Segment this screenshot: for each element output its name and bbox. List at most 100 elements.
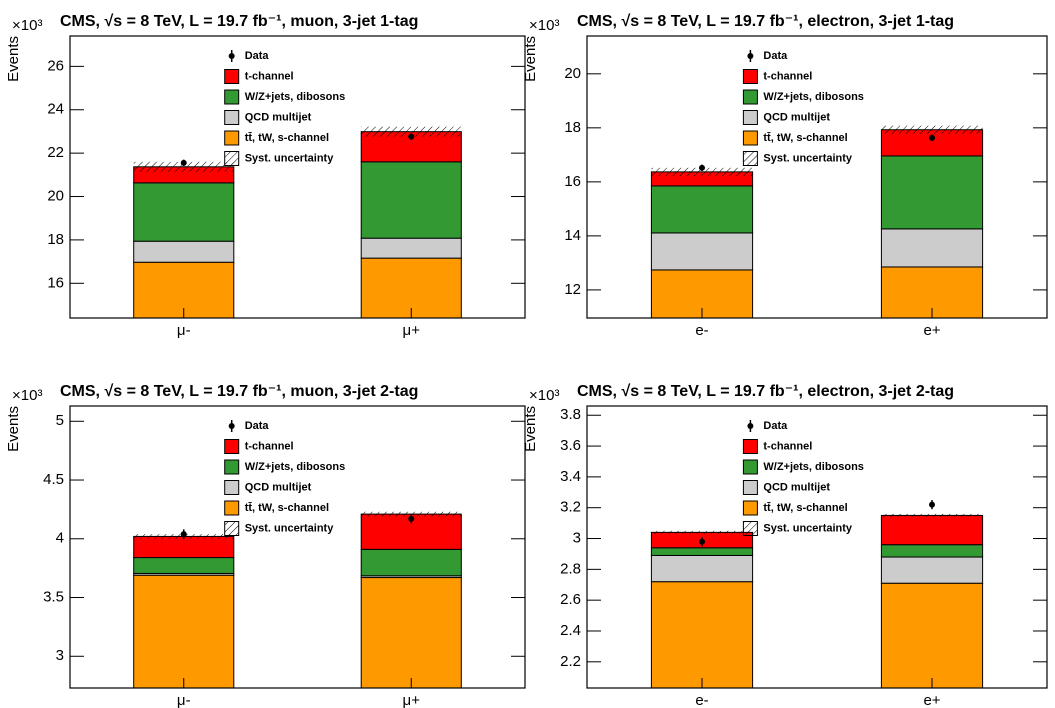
data-point: [699, 538, 705, 545]
bar-segment: [133, 574, 235, 688]
bar-segment: [880, 514, 984, 546]
chart-title: CMS, √s = 8 TeV, L = 19.7 fb⁻¹, muon, 3-…: [60, 383, 418, 400]
legend-swatch: [742, 459, 758, 475]
y-tick-label: 26: [47, 57, 64, 74]
legend-label: Data: [245, 420, 270, 432]
legend-swatch: [224, 89, 240, 105]
legend-swatch: [742, 500, 758, 516]
y-tick-label: 12: [564, 281, 581, 298]
syst-band: [361, 126, 462, 137]
legend-swatch: [224, 439, 240, 454]
bar-segment: [360, 237, 462, 259]
bar-segment: [880, 544, 984, 558]
bar-segment: [650, 232, 754, 271]
data-point: [929, 501, 935, 508]
syst-band: [651, 167, 753, 176]
legend-marker: [228, 53, 235, 59]
frame: [586, 35, 1048, 319]
bar-segment: [650, 547, 754, 556]
legend-label: t-channel: [763, 440, 812, 452]
bar-segment: [880, 228, 984, 268]
y-tick-label: 5: [56, 412, 64, 429]
frame: [586, 405, 1048, 689]
data-point: [929, 134, 935, 141]
legend-label: t-channel: [245, 440, 294, 452]
y-tick-label: 2.8: [560, 560, 581, 577]
legend-label: QCD multijet: [763, 481, 830, 493]
legend-swatch: [742, 151, 758, 166]
plot-area: [133, 126, 462, 318]
plot-area: [650, 500, 984, 688]
data-point: [699, 164, 705, 171]
y-tick-label: 3.8: [560, 406, 581, 423]
x-tick-label: e-: [695, 322, 708, 339]
plot-area: [133, 511, 462, 688]
legend-label: Syst. uncertainty: [245, 522, 335, 534]
legend-swatch: [224, 480, 240, 495]
y-tick-label: 18: [564, 119, 581, 136]
syst-band: [651, 530, 753, 534]
legend-swatch: [224, 459, 240, 475]
bar-segment: [650, 581, 754, 688]
legend-label: tt̄, tW, s-channel: [763, 502, 847, 514]
bar-segment: [360, 577, 462, 688]
legend-label: tt̄, tW, s-channel: [763, 132, 847, 144]
y-tick-label: 2.6: [560, 591, 581, 608]
x-tick-label: e+: [923, 322, 940, 339]
legend-label: Data: [763, 420, 788, 432]
legend-label: Syst. uncertainty: [245, 152, 335, 164]
bar-segment: [360, 513, 462, 550]
legend-marker: [747, 53, 754, 59]
y-tick-label: 3: [573, 529, 581, 546]
bar-segment: [360, 548, 462, 577]
y-tick-label: 22: [47, 144, 64, 161]
bar-segment: [133, 182, 235, 242]
bar-segment: [880, 155, 984, 230]
y-axis-label: Events: [522, 406, 539, 452]
frame: [69, 405, 526, 689]
chart-title: CMS, √s = 8 TeV, L = 19.7 fb⁻¹, muon, 3-…: [60, 13, 418, 30]
legend-label: Data: [763, 50, 788, 62]
legend-label: W/Z+jets, dibosons: [245, 91, 346, 103]
syst-band: [881, 513, 983, 517]
y-tick-label: 18: [47, 231, 64, 248]
panel: ×10³ CMS, √s = 8 TeV, L = 19.7 fb⁻¹, muon…: [5, 13, 526, 339]
plot-area: [650, 125, 984, 318]
y-axis-label: Events: [5, 406, 22, 452]
data-point: [408, 133, 415, 140]
legend-label: tt̄, tW, s-channel: [245, 132, 329, 144]
legend-swatch: [224, 521, 240, 536]
x-tick-label: e+: [923, 692, 940, 708]
y-multiplier: ×10³: [529, 17, 559, 34]
x-tick-label: μ-: [177, 692, 191, 708]
legend-label: QCD multijet: [245, 111, 312, 123]
y-tick-label: 3: [56, 647, 64, 664]
bar-segment: [880, 582, 984, 688]
y-multiplier: ×10³: [12, 387, 42, 404]
y-tick-label: 24: [47, 101, 64, 118]
y-tick-label: 20: [564, 65, 581, 82]
y-tick-label: 2.2: [560, 653, 581, 670]
legend-swatch: [742, 69, 758, 84]
legend-label: Data: [245, 50, 270, 62]
y-tick-label: 3.6: [560, 437, 581, 454]
legend-swatch: [742, 480, 758, 495]
syst-band: [133, 161, 234, 172]
legend-label: QCD multijet: [763, 111, 830, 123]
legend-swatch: [224, 110, 240, 125]
legend-label: tt̄, tW, s-channel: [245, 502, 329, 514]
x-tick-label: μ+: [403, 692, 421, 708]
legend-label: W/Z+jets, dibosons: [245, 461, 346, 473]
bar-segment: [650, 185, 754, 234]
legend-swatch: [742, 89, 758, 105]
data-point: [180, 159, 187, 166]
legend-marker: [747, 423, 754, 429]
panel: ×10³ CMS, √s = 8 TeV, L = 19.7 fb⁻¹, muon…: [5, 383, 526, 708]
y-tick-label: 4: [56, 530, 64, 547]
frame: [69, 35, 526, 319]
x-tick-label: μ+: [403, 322, 421, 339]
y-tick-label: 16: [564, 173, 581, 190]
legend-label: W/Z+jets, dibosons: [763, 91, 864, 103]
y-tick-label: 3.2: [560, 499, 581, 516]
bar-segment: [133, 535, 235, 559]
